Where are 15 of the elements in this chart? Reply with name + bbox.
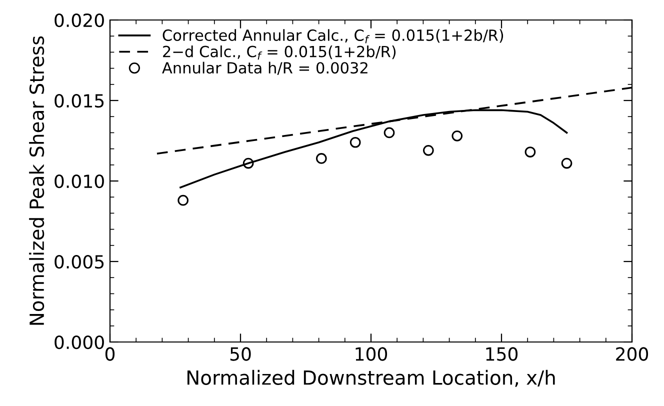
x-tick-label: 100 [356,347,388,361]
x-tick-label: 200 [616,347,648,361]
y-tick-label: 0.005 [54,254,104,269]
x-axis-title: Normalized Downstream Location, x/h [187,370,555,387]
x-tick-label: 0 [105,347,115,361]
y-tick-label: 0.000 [54,335,104,350]
y-tick-label: 0.015 [54,94,104,108]
legend-label: Corrected Annular Calc., C$_{f}$ = 0.015(1+2b/R) [162,29,504,44]
x-tick-label: 50 [230,347,251,361]
legend-label: 2−d Calc., C$_{f}$ = 0.015(1+2b/R) [163,45,396,60]
y-axis-title: Normalized Peak Shear Stress [29,36,44,325]
y-tick-label: 0.010 [54,174,104,188]
y-tick-label: 0.020 [54,13,104,28]
x-tick-label: 150 [486,347,518,361]
legend-label: Annular Data h/R = 0.0032 [162,62,368,75]
